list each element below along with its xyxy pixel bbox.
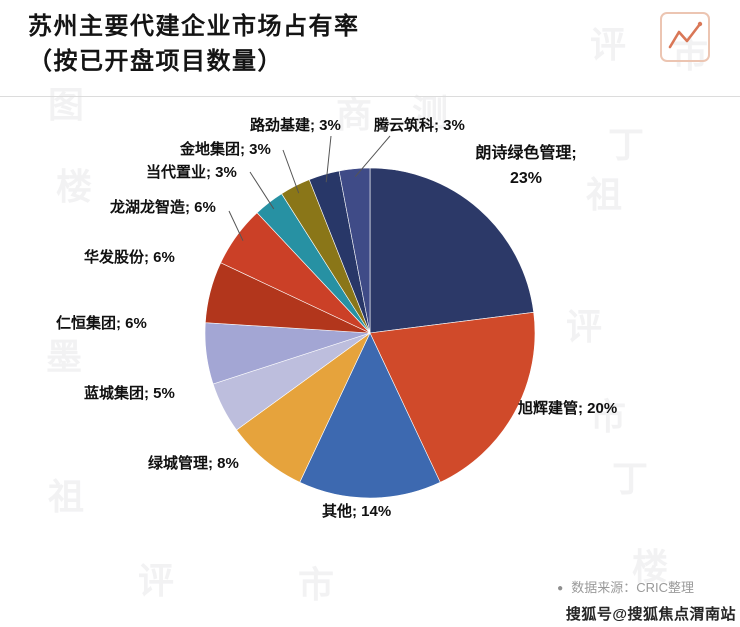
header-divider [0, 96, 740, 97]
corner-watermark: 搜狐号@搜狐焦点渭南站 [565, 606, 736, 623]
pie-label: 路劲基建; 3% [250, 117, 341, 134]
bullet-icon: ● [557, 583, 564, 594]
source-text: 数据来源：CRIC整理 [571, 580, 694, 595]
pie-label: 旭辉建管; 20% [518, 400, 618, 417]
pie-slice-0 [369, 167, 535, 334]
title-line-1: 苏州主要代建企业市场占有率 [28, 13, 360, 40]
pie-slice-1 [369, 311, 536, 483]
line-chart-icon [658, 10, 712, 64]
pie-label: 华发股份; 6% [84, 249, 175, 266]
pie-label: 仁恒集团; 6% [56, 315, 147, 332]
pie-label: 金地集团; 3% [180, 141, 271, 158]
data-source-note: ● 数据来源：CRIC整理 [557, 577, 694, 596]
label-leader-line [325, 135, 332, 183]
title-line-2: （按已开盘项目数量） [28, 47, 283, 75]
pie-label: 腾云筑科; 3% [374, 117, 465, 134]
pie-label: 绿城管理; 8% [148, 455, 239, 472]
label-leader-line [354, 135, 391, 178]
label-leader-line [282, 149, 300, 194]
pie-label: 朗诗绿色管理; 23% [475, 145, 577, 187]
label-leader-line [249, 171, 275, 210]
pie-label: 其他; 14% [322, 503, 392, 520]
label-leader-line [228, 210, 244, 241]
pie-label: 蓝城集团; 5% [84, 385, 175, 402]
pie-slice-11 [338, 167, 371, 334]
page-title: 苏州主要代建企业市场占有率 （按已开盘项目数量） [28, 10, 360, 80]
pie-label: 龙湖龙智造; 6% [110, 199, 216, 216]
pie-slice-2 [299, 332, 441, 499]
pie-label: 当代置业; 3% [146, 164, 237, 181]
